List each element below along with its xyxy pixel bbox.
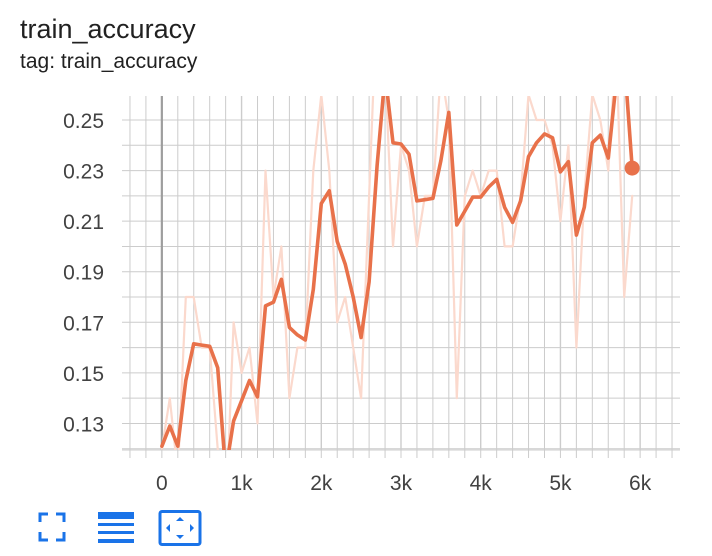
toggle-log-scale-icon xyxy=(98,512,134,543)
axes xyxy=(122,96,680,458)
x-tick-label: 5k xyxy=(549,472,572,495)
last-point-marker xyxy=(624,160,640,176)
x-tick-label: 2k xyxy=(310,472,333,495)
fullscreen-button[interactable] xyxy=(36,510,80,546)
y-tick-label: 0.13 xyxy=(63,413,104,436)
chart-title: train_accuracy xyxy=(20,14,196,44)
tick-labels: 0 1k 2k 3k 4k 5k 6k 0.13 0.15 0.17 0.19 0.21 0.23 0.2… xyxy=(63,110,652,495)
fit-domain-icon xyxy=(158,510,202,546)
fullscreen-icon xyxy=(38,512,66,542)
chart-tag-subtitle: tag: train_accuracy xyxy=(20,50,198,73)
y-tick-label: 0.17 xyxy=(63,312,104,335)
y-tick-label: 0.21 xyxy=(63,211,104,234)
x-tick-label: 6k xyxy=(629,472,652,495)
line-chart[interactable]: 0 1k 2k 3k 4k 5k 6k 0.13 0.15 0.17 0.19 0.21 0.23 0.2… xyxy=(0,0,712,500)
series-lines xyxy=(160,96,635,450)
toggle-log-scale-button[interactable] xyxy=(96,510,140,546)
x-tick-label: 1k xyxy=(230,472,253,495)
y-tick-label: 0.19 xyxy=(63,262,104,285)
x-tick-label: 0 xyxy=(156,472,168,495)
markers xyxy=(624,160,640,176)
raw-series-line xyxy=(160,96,634,450)
y-tick-label: 0.25 xyxy=(63,110,104,133)
x-tick-label: 4k xyxy=(470,472,493,495)
y-tick-label: 0.15 xyxy=(63,363,104,386)
y-tick-label: 0.23 xyxy=(63,161,104,184)
x-tick-label: 3k xyxy=(390,472,413,495)
fit-domain-button[interactable] xyxy=(158,510,202,546)
smoothed-series-line xyxy=(160,96,635,450)
